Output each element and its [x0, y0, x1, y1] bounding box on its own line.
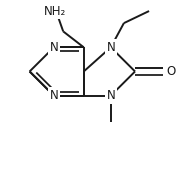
Text: N: N	[106, 41, 115, 54]
Text: N: N	[106, 89, 115, 102]
Text: O: O	[167, 65, 176, 78]
Text: NH₂: NH₂	[44, 5, 66, 18]
Text: N: N	[49, 89, 58, 102]
Text: N: N	[49, 41, 58, 54]
